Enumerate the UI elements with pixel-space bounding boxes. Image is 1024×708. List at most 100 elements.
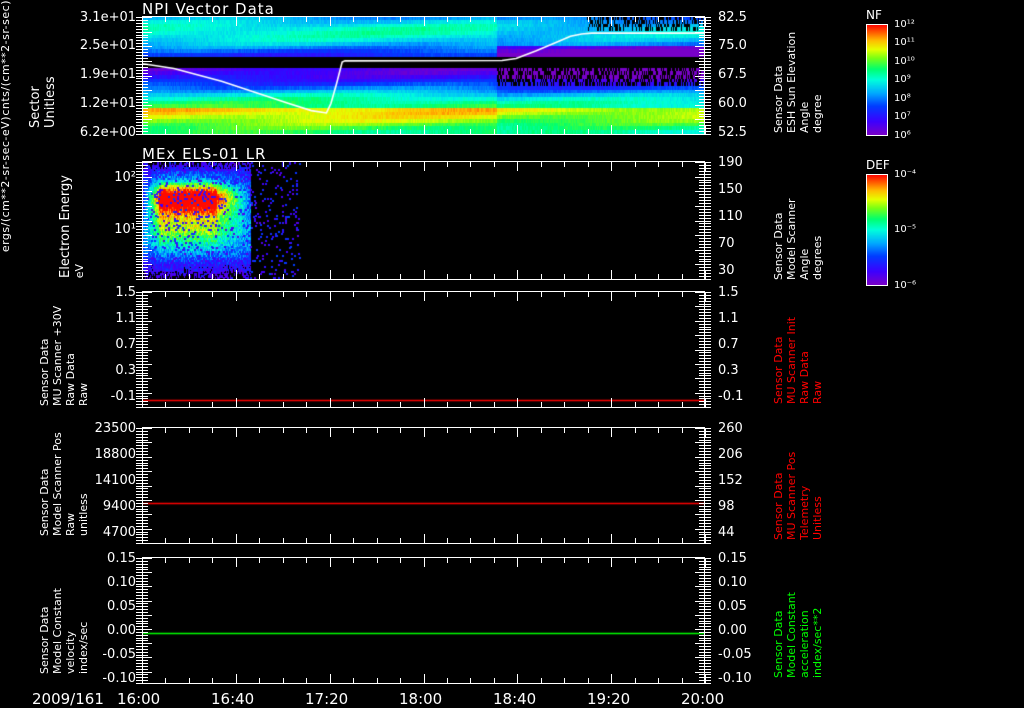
axis-tick <box>705 114 711 115</box>
colorbar-def-tick-0: 10⁻⁴ <box>894 169 917 180</box>
panel-2-title: MEx ELS-01 LR <box>142 145 267 163</box>
panel-4-plot[interactable] <box>142 427 705 544</box>
axis-tick <box>705 295 711 296</box>
panel-2-plot[interactable] <box>142 161 705 280</box>
axis-tick <box>705 569 711 570</box>
axis-tick <box>705 241 711 242</box>
axis-tick <box>705 603 711 604</box>
axis-tick <box>705 483 711 484</box>
panel-1-ytick-right-2: 67.5 <box>718 67 747 82</box>
axis-tick <box>705 540 711 541</box>
axis-tick <box>705 606 711 607</box>
axis-tick <box>705 543 711 544</box>
axis-tick <box>705 206 711 207</box>
axis-tick <box>705 309 711 310</box>
axis-tick <box>705 387 711 388</box>
panel-5-plot[interactable] <box>142 557 705 684</box>
axis-tick <box>705 457 711 458</box>
panel-4-ytick-right-2: 152 <box>718 473 743 488</box>
panel-2-ytick-right-2: 110 <box>718 209 743 224</box>
panel-2-ytick-right-4: 30 <box>718 263 735 278</box>
axis-tick <box>705 477 711 478</box>
axis-tick <box>705 78 711 79</box>
panel-4-ytick-right-0: 260 <box>718 421 743 436</box>
panel-3-plot[interactable] <box>142 291 705 408</box>
panel-4-ytick-3: 9400 <box>102 499 136 514</box>
axis-tick <box>705 537 711 538</box>
axis-tick <box>705 506 711 507</box>
axis-tick <box>705 514 711 515</box>
panel-5-ytick-right-4: -0.05 <box>718 647 752 662</box>
panel-2-ytick-right-3: 70 <box>718 236 735 251</box>
axis-tick <box>705 301 711 302</box>
panel-5-ytick-3: 0.00 <box>107 623 136 638</box>
panel-2-right-label-line-2: Model Scanner <box>785 198 798 280</box>
panel-1-ytick-right-0: 82.5 <box>718 10 747 25</box>
axis-tick <box>705 361 711 362</box>
axis-tick <box>705 203 711 204</box>
axis-tick <box>705 558 706 567</box>
axis-tick <box>705 168 711 169</box>
panel-3-ytick-right-3: 0.3 <box>718 363 739 378</box>
axis-tick <box>705 279 711 280</box>
axis-tick <box>705 267 711 268</box>
axis-tick <box>705 96 711 97</box>
axis-tick <box>705 646 711 647</box>
axis-tick <box>705 526 711 527</box>
panel-3-ytick-right-0: 1.5 <box>718 285 739 300</box>
panel-4-ytick-4: 4700 <box>102 525 136 540</box>
axis-tick <box>705 226 711 227</box>
axis-tick <box>705 43 711 44</box>
panel-3-ytick-right-4: -0.1 <box>718 389 744 404</box>
panel-3-ytick-0: 1.5 <box>115 285 136 300</box>
panel-4-right-label-line-1: Sensor Data <box>772 472 785 540</box>
axis-tick <box>705 592 711 593</box>
axis-tick <box>705 390 711 391</box>
axis-tick <box>705 350 711 351</box>
axis-tick <box>705 26 711 27</box>
axis-tick <box>705 347 711 348</box>
panel-1-right-label: Sensor Data ESH Sun Elevation Angle degr… <box>772 8 824 133</box>
axis-tick <box>705 209 711 210</box>
panel-1-title: NPI Vector Data <box>142 0 275 18</box>
axis-tick <box>705 612 711 613</box>
colorbar-def <box>866 174 888 286</box>
axis-tick <box>705 35 711 36</box>
axis-tick <box>705 680 711 681</box>
axis-tick <box>705 99 711 100</box>
panel-1-plot[interactable] <box>142 16 705 135</box>
axis-tick <box>705 180 711 181</box>
axis-tick <box>705 635 711 636</box>
axis-tick <box>705 162 706 171</box>
axis-tick <box>705 393 711 394</box>
panel-4-ytick-2: 14100 <box>94 473 136 488</box>
axis-tick <box>705 52 711 53</box>
panel-1-right-label-line-2: ESH Sun Elevation <box>785 31 798 133</box>
axis-tick <box>705 93 711 94</box>
time-axis-tick-6: 20:00 <box>681 690 725 708</box>
colorbar-nf-tick-4: 10⁸ <box>894 93 911 104</box>
panel-3-right-label-line-2: MU Scanner Init <box>785 316 798 404</box>
axis-tick <box>705 666 711 667</box>
axis-tick <box>705 398 711 399</box>
panel-2-right-label: Sensor Data Model Scanner Angle degrees <box>772 155 824 280</box>
panel-4-right-label-line-4: Unitless <box>811 496 824 540</box>
axis-tick <box>705 589 711 590</box>
panel-4-ytick-right-1: 206 <box>718 447 743 462</box>
axis-tick <box>705 218 711 219</box>
axis-tick <box>705 367 711 368</box>
axis-tick <box>705 232 711 233</box>
axis-tick <box>705 428 711 429</box>
colorbar-nf-tick-0: 10¹² <box>894 19 915 30</box>
panel-3-right-label-line-3: Raw Data <box>798 351 811 404</box>
axis-tick <box>705 37 711 38</box>
axis-tick <box>705 276 711 277</box>
panel-3-ytick-right-2: 0.7 <box>718 337 739 352</box>
axis-tick <box>705 638 711 639</box>
axis-tick <box>705 67 711 68</box>
time-axis-date: 2009/161 <box>32 690 104 708</box>
axis-tick <box>705 355 711 356</box>
axis-tick <box>705 683 711 684</box>
axis-tick <box>705 375 711 376</box>
axis-tick <box>705 517 711 518</box>
